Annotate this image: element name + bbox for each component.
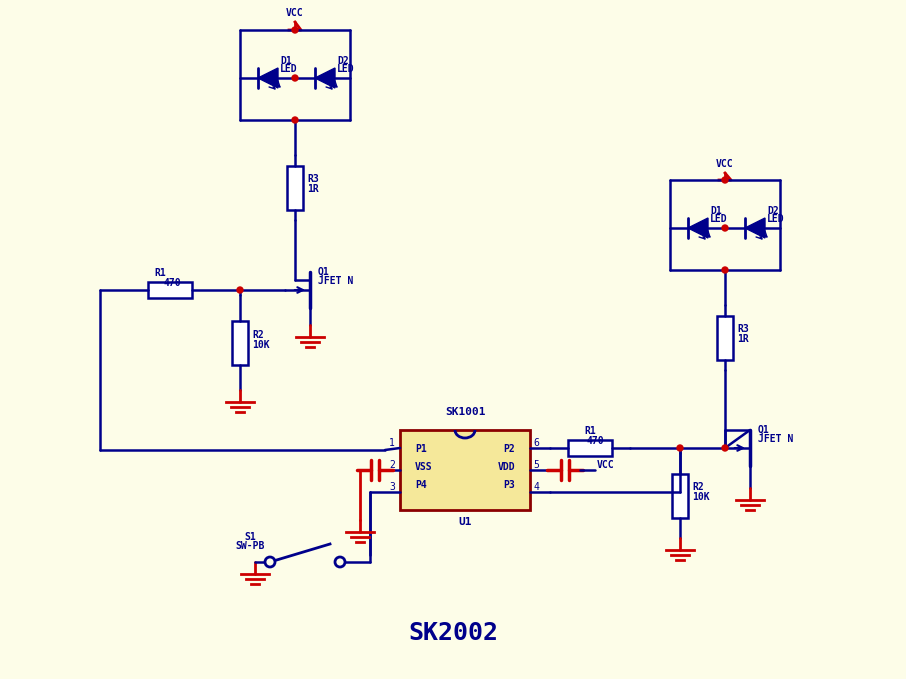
Text: P4: P4 bbox=[415, 480, 427, 490]
Text: D2: D2 bbox=[337, 56, 349, 66]
Text: D1: D1 bbox=[280, 56, 292, 66]
Bar bbox=[568, 440, 612, 456]
Text: LED: LED bbox=[337, 64, 354, 74]
Text: 4: 4 bbox=[533, 482, 539, 492]
Text: JFET N: JFET N bbox=[318, 276, 353, 286]
Text: SW-PB: SW-PB bbox=[236, 541, 265, 551]
Text: R3: R3 bbox=[307, 175, 319, 185]
Text: SK1001: SK1001 bbox=[445, 407, 486, 417]
Circle shape bbox=[722, 225, 728, 231]
Text: 5: 5 bbox=[533, 460, 539, 470]
Text: VCC: VCC bbox=[286, 8, 304, 18]
Text: LED: LED bbox=[280, 64, 298, 74]
Circle shape bbox=[265, 557, 275, 567]
Text: VCC: VCC bbox=[716, 159, 734, 169]
Text: VCC: VCC bbox=[597, 460, 614, 470]
Bar bbox=[287, 166, 303, 210]
Text: 470: 470 bbox=[163, 278, 181, 288]
Circle shape bbox=[677, 445, 683, 451]
Bar bbox=[148, 282, 192, 298]
Text: 6: 6 bbox=[533, 438, 539, 448]
Text: Q1: Q1 bbox=[318, 267, 330, 277]
Circle shape bbox=[292, 117, 298, 123]
Bar bbox=[717, 316, 733, 359]
Text: R2: R2 bbox=[692, 483, 704, 492]
Text: 3: 3 bbox=[389, 482, 395, 492]
Polygon shape bbox=[688, 218, 708, 238]
Circle shape bbox=[722, 177, 728, 183]
Circle shape bbox=[292, 27, 298, 33]
Circle shape bbox=[722, 445, 728, 451]
Circle shape bbox=[722, 267, 728, 273]
Text: VDD: VDD bbox=[497, 462, 515, 472]
Circle shape bbox=[237, 287, 243, 293]
Polygon shape bbox=[315, 68, 335, 88]
Text: Q1: Q1 bbox=[758, 425, 770, 435]
Text: R1: R1 bbox=[154, 268, 166, 278]
Text: 1: 1 bbox=[389, 438, 395, 448]
Text: 2: 2 bbox=[389, 460, 395, 470]
Text: 10K: 10K bbox=[252, 340, 270, 350]
Text: P1: P1 bbox=[415, 444, 427, 454]
Text: R3: R3 bbox=[737, 325, 748, 335]
Text: S1: S1 bbox=[244, 532, 255, 542]
Text: P2: P2 bbox=[503, 444, 515, 454]
Circle shape bbox=[292, 75, 298, 81]
Polygon shape bbox=[745, 218, 765, 238]
Polygon shape bbox=[258, 68, 278, 88]
Text: R1: R1 bbox=[584, 426, 596, 436]
Text: 10K: 10K bbox=[692, 492, 709, 502]
Text: U1: U1 bbox=[458, 517, 472, 527]
Text: R2: R2 bbox=[252, 329, 264, 340]
Bar bbox=[232, 320, 248, 365]
Text: VSS: VSS bbox=[415, 462, 433, 472]
Text: D1: D1 bbox=[710, 206, 722, 216]
Text: P3: P3 bbox=[503, 480, 515, 490]
Text: LED: LED bbox=[767, 214, 785, 224]
Text: 1R: 1R bbox=[737, 335, 748, 344]
Circle shape bbox=[335, 557, 345, 567]
Text: LED: LED bbox=[710, 214, 728, 224]
Text: SK2002: SK2002 bbox=[408, 621, 498, 645]
Text: JFET N: JFET N bbox=[758, 434, 794, 444]
Text: 470: 470 bbox=[586, 436, 603, 446]
FancyBboxPatch shape bbox=[400, 430, 530, 510]
Bar bbox=[672, 473, 688, 517]
Text: D2: D2 bbox=[767, 206, 779, 216]
Text: 1R: 1R bbox=[307, 185, 319, 194]
